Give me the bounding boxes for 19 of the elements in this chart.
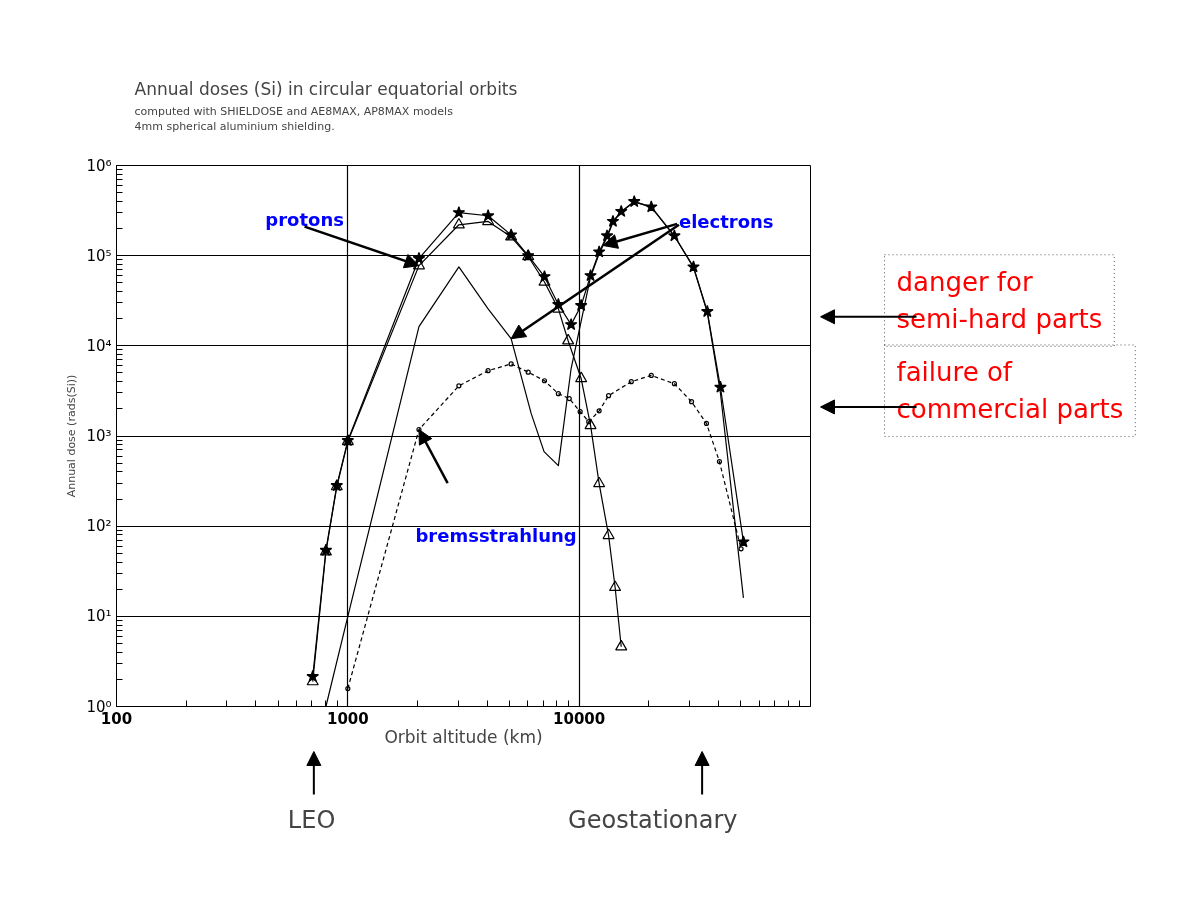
text: failure of commercial parts	[896, 356, 1124, 425]
series-label: bremsstrahlung	[415, 525, 577, 547]
text: danger for semi-hard parts	[896, 266, 1103, 335]
y-tick-label: 10²	[86, 517, 112, 536]
text: protons	[265, 209, 344, 231]
x-tick-label: 1000	[326, 709, 369, 728]
chart-title: Annual doses (Si) in circular equatorial orbits	[134, 78, 518, 99]
y-tick-label: 10⁵	[86, 246, 112, 265]
y-tick-label: 10⁶	[86, 156, 112, 175]
x-tick-label: 10000	[553, 709, 606, 728]
y-tick-label: 10¹	[86, 607, 112, 626]
y-axis-title: Annual dose (rads(Si))	[65, 374, 79, 498]
x-axis-title: Orbit altitude (km)	[384, 726, 543, 747]
series-label: electrons	[678, 210, 774, 232]
text: Geostationary	[568, 805, 738, 834]
chart-subtitle: computed with SHIELDOSE and AE8MAX, AP8MAX models 4mm spherical aluminium shielding.	[134, 104, 454, 134]
text: LEO	[287, 805, 336, 834]
y-tick-label: 10³	[86, 427, 112, 445]
y-tick-label: 10⁴	[86, 336, 112, 355]
